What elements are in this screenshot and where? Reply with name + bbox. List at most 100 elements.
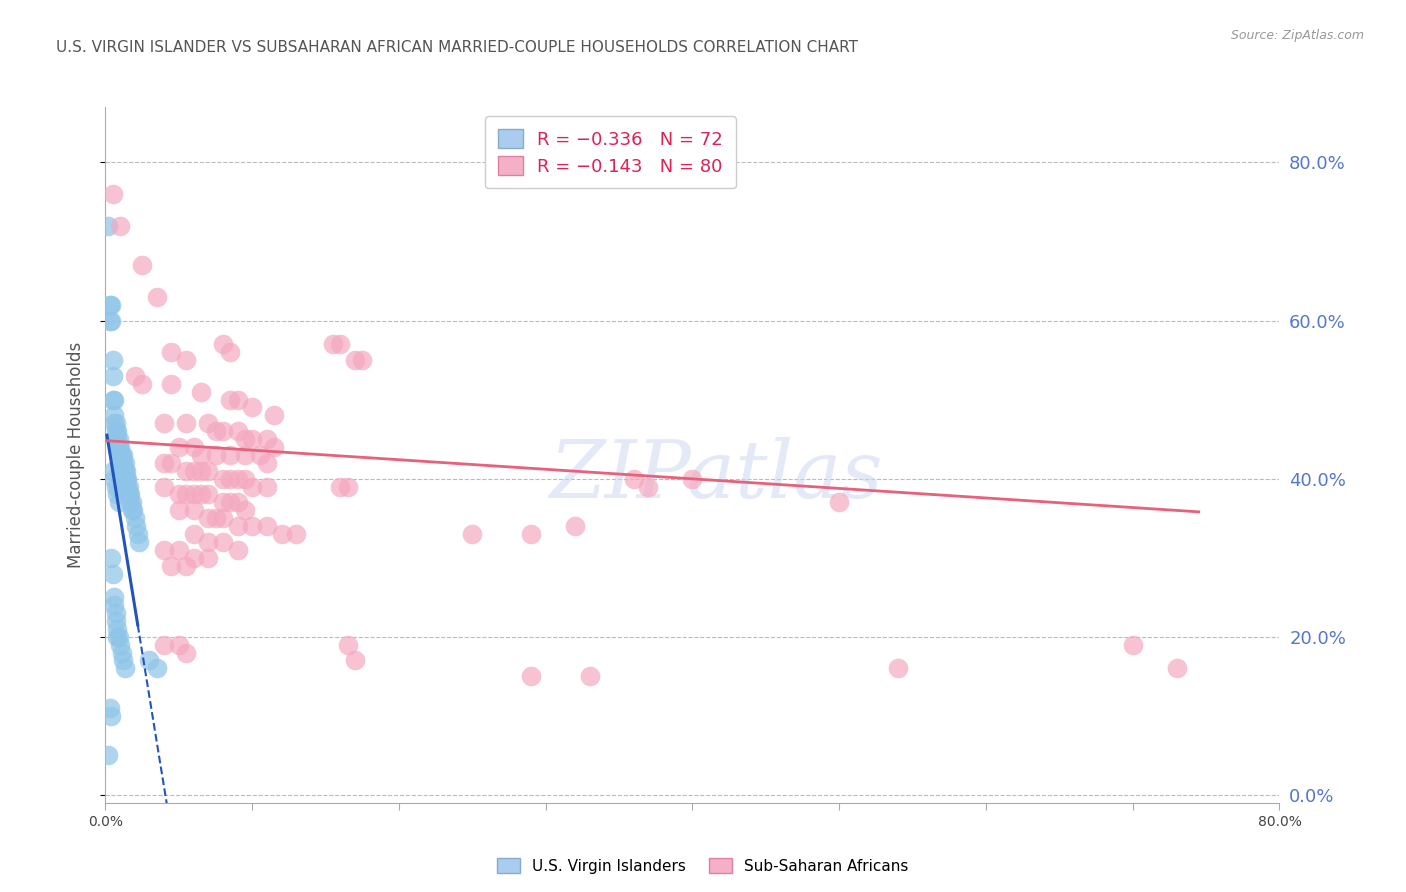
Point (174, 558, 197, 573)
Point (263, 409, 285, 423)
Point (98, 313, 121, 327)
Point (256, 479, 278, 493)
Point (107, 432, 129, 446)
Point (233, 503, 256, 517)
Point (108, 448, 131, 462)
Point (211, 472, 233, 486)
Point (146, 661, 169, 675)
Point (240, 401, 263, 415)
Point (117, 479, 139, 493)
Point (343, 653, 366, 667)
Point (174, 464, 197, 478)
Point (285, 527, 308, 541)
Point (131, 258, 153, 272)
Point (183, 464, 205, 478)
Point (108, 638, 131, 652)
Point (190, 487, 212, 501)
Point (100, 708, 122, 723)
Point (352, 353, 374, 368)
Point (167, 487, 190, 501)
Point (112, 448, 135, 462)
Point (219, 472, 242, 486)
Point (122, 503, 145, 517)
Point (329, 337, 352, 351)
Point (153, 456, 176, 470)
Point (174, 646, 197, 660)
Point (105, 630, 128, 644)
Point (118, 479, 141, 493)
Point (146, 290, 169, 304)
Point (204, 448, 226, 462)
Point (153, 479, 176, 493)
Point (107, 448, 129, 462)
Point (100, 313, 122, 327)
Point (105, 432, 128, 446)
Point (204, 424, 226, 438)
Point (105, 622, 128, 636)
Point (105, 487, 128, 501)
Point (219, 495, 242, 509)
Point (104, 606, 127, 620)
Point (101, 368, 124, 383)
Point (233, 448, 256, 462)
Point (197, 417, 219, 431)
Point (167, 638, 190, 652)
Point (118, 487, 141, 501)
Point (336, 479, 359, 493)
Point (138, 653, 160, 667)
Point (197, 487, 219, 501)
Point (114, 464, 136, 478)
Point (233, 432, 256, 446)
Point (322, 337, 344, 351)
Point (219, 392, 242, 407)
Point (125, 519, 148, 533)
Point (240, 432, 263, 446)
Point (249, 448, 271, 462)
Point (153, 542, 176, 557)
Point (124, 368, 146, 383)
Point (564, 519, 586, 533)
Point (174, 417, 197, 431)
Point (108, 219, 131, 233)
Point (183, 503, 205, 517)
Point (114, 456, 136, 470)
Point (103, 417, 125, 431)
Point (114, 472, 136, 486)
Point (183, 487, 205, 501)
Point (828, 495, 851, 509)
Point (637, 479, 659, 493)
Point (97, 219, 120, 233)
Point (115, 472, 138, 486)
Point (103, 392, 125, 407)
Point (329, 479, 352, 493)
Point (127, 527, 149, 541)
Point (104, 614, 127, 628)
Point (682, 472, 704, 486)
Point (167, 503, 190, 517)
Point (623, 472, 645, 486)
Point (520, 527, 543, 541)
Point (97, 748, 120, 763)
Point (160, 345, 183, 359)
Point (343, 353, 366, 368)
Point (121, 495, 143, 509)
Point (211, 511, 233, 525)
Point (197, 511, 219, 525)
Point (226, 472, 249, 486)
Point (128, 534, 150, 549)
Point (114, 661, 136, 675)
Point (153, 417, 176, 431)
Point (197, 534, 219, 549)
Point (211, 424, 233, 438)
Point (108, 448, 131, 462)
Point (120, 487, 142, 501)
Point (153, 638, 176, 652)
Point (115, 464, 138, 478)
Point (124, 511, 146, 525)
Point (578, 669, 600, 683)
Point (121, 503, 143, 517)
Point (104, 417, 127, 431)
Point (211, 337, 233, 351)
Y-axis label: Married-couple Households: Married-couple Households (66, 342, 84, 568)
Point (104, 432, 127, 446)
